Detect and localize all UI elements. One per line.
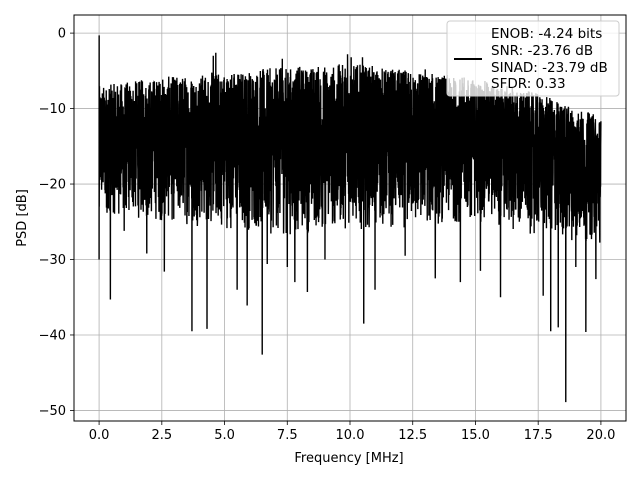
x-tick-label: 7.5 [277,428,298,443]
x-tick-label: 0.0 [89,428,110,443]
x-tick-label: 10.0 [336,428,365,443]
y-axis-label: PSD [dB] [15,189,30,247]
legend-entry-sinad: SINAD: -23.79 dB [491,60,608,76]
y-tick-label: −40 [39,328,66,343]
y-tick-label: −20 [39,178,66,193]
series-psd-line [98,35,602,403]
legend-entry-snr: SNR: -23.76 dB [491,43,593,59]
x-tick-label: 15.0 [461,428,490,443]
x-tick-label: 12.5 [398,428,427,443]
x-axis-label: Frequency [MHz] [294,451,403,466]
x-tick-label: 2.5 [151,428,172,443]
legend-box [446,20,620,97]
y-axis: 0 −10 −20 −30 −40 −50 [39,27,74,419]
y-tick-label: 0 [58,27,66,42]
legend-entry-enob: ENOB: -4.24 bits [491,26,602,42]
y-tick-label: −30 [39,253,66,268]
y-tick-label: −10 [39,102,66,117]
legend-entry-sfdr: SFDR: 0.33 [491,76,566,92]
x-tick-label: 17.5 [524,428,553,443]
x-axis: 0.0 2.5 5.0 7.5 10.0 12.5 15.0 17.5 20.0 [89,421,615,443]
x-tick-label: 5.0 [214,428,235,443]
x-tick-label: 20.0 [586,428,615,443]
y-tick-label: −50 [39,404,66,419]
plot-area [98,35,602,403]
legend: ENOB: -4.24 bits SNR: -23.76 dB SINAD: -… [446,20,620,97]
